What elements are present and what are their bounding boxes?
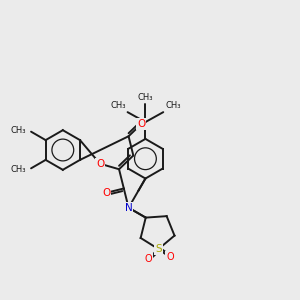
Text: S: S (155, 244, 162, 254)
Text: N: N (125, 203, 132, 213)
Text: O: O (96, 159, 104, 169)
Text: O: O (137, 119, 146, 129)
Text: CH₃: CH₃ (165, 101, 181, 110)
Text: CH₃: CH₃ (11, 126, 26, 135)
Text: O: O (102, 188, 111, 198)
Text: O: O (166, 252, 174, 262)
Text: O: O (144, 254, 152, 264)
Text: CH₃: CH₃ (138, 93, 153, 102)
Text: CH₃: CH₃ (110, 101, 126, 110)
Text: CH₃: CH₃ (11, 165, 26, 174)
